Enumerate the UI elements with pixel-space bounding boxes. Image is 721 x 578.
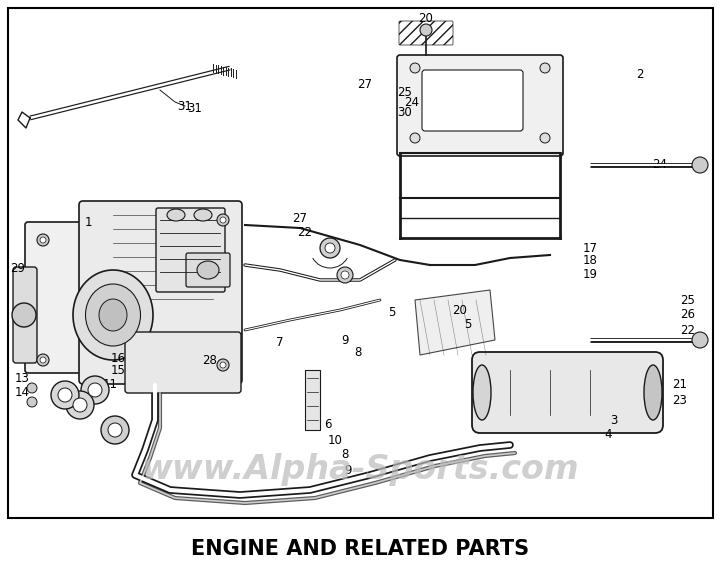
Ellipse shape xyxy=(644,365,662,420)
Ellipse shape xyxy=(167,209,185,221)
Circle shape xyxy=(88,383,102,397)
Text: 26: 26 xyxy=(681,309,696,321)
Circle shape xyxy=(40,357,46,363)
Circle shape xyxy=(220,362,226,368)
Text: 30: 30 xyxy=(397,106,412,120)
Circle shape xyxy=(410,133,420,143)
Text: 20: 20 xyxy=(453,303,467,317)
Text: 15: 15 xyxy=(110,364,125,376)
Text: 4: 4 xyxy=(604,428,611,442)
Ellipse shape xyxy=(473,365,491,420)
FancyBboxPatch shape xyxy=(13,267,37,363)
Circle shape xyxy=(341,271,349,279)
Text: 16: 16 xyxy=(110,351,125,365)
Text: 6: 6 xyxy=(324,418,332,432)
Circle shape xyxy=(58,388,72,402)
Circle shape xyxy=(27,397,37,407)
Text: 8: 8 xyxy=(341,449,349,461)
Text: 21: 21 xyxy=(673,379,688,391)
Text: 31: 31 xyxy=(177,99,193,113)
Circle shape xyxy=(217,214,229,226)
Circle shape xyxy=(66,391,94,419)
Circle shape xyxy=(101,416,129,444)
Text: 3: 3 xyxy=(610,413,618,427)
Circle shape xyxy=(73,398,87,412)
Text: 10: 10 xyxy=(327,434,342,446)
Text: 27: 27 xyxy=(293,212,307,224)
Circle shape xyxy=(337,267,353,283)
Text: 8: 8 xyxy=(354,346,362,358)
Ellipse shape xyxy=(86,284,141,346)
Circle shape xyxy=(37,234,49,246)
Text: 9: 9 xyxy=(341,334,349,346)
Circle shape xyxy=(320,238,340,258)
Text: 5: 5 xyxy=(389,306,396,318)
Circle shape xyxy=(420,24,432,36)
Circle shape xyxy=(81,376,109,404)
Text: 18: 18 xyxy=(583,254,598,268)
Ellipse shape xyxy=(99,299,127,331)
Circle shape xyxy=(540,63,550,73)
Text: 24: 24 xyxy=(404,97,420,109)
Circle shape xyxy=(217,359,229,371)
Text: 13: 13 xyxy=(14,372,30,384)
Polygon shape xyxy=(415,290,495,355)
Text: 17: 17 xyxy=(583,242,598,254)
Circle shape xyxy=(27,383,37,393)
Bar xyxy=(8,8,713,518)
Text: 25: 25 xyxy=(681,294,696,306)
FancyBboxPatch shape xyxy=(79,201,242,384)
Text: 14: 14 xyxy=(14,387,30,399)
Circle shape xyxy=(692,157,708,173)
Circle shape xyxy=(108,423,122,437)
Text: 23: 23 xyxy=(673,394,687,406)
Text: 25: 25 xyxy=(397,87,412,99)
Polygon shape xyxy=(305,370,320,430)
Circle shape xyxy=(410,63,420,73)
Ellipse shape xyxy=(194,209,212,221)
Text: 27: 27 xyxy=(358,79,373,91)
Circle shape xyxy=(220,217,226,223)
FancyBboxPatch shape xyxy=(186,253,230,287)
Ellipse shape xyxy=(197,261,219,279)
Circle shape xyxy=(540,133,550,143)
Text: ENGINE AND RELATED PARTS: ENGINE AND RELATED PARTS xyxy=(191,539,529,559)
Circle shape xyxy=(692,332,708,348)
Text: 1: 1 xyxy=(84,216,92,228)
Circle shape xyxy=(12,303,36,327)
Text: 20: 20 xyxy=(419,12,433,24)
Text: 12: 12 xyxy=(107,424,123,436)
FancyBboxPatch shape xyxy=(472,352,663,433)
Text: 11: 11 xyxy=(102,377,118,391)
FancyBboxPatch shape xyxy=(156,208,225,292)
Text: 2: 2 xyxy=(636,69,644,81)
FancyBboxPatch shape xyxy=(25,222,106,373)
FancyBboxPatch shape xyxy=(422,70,523,131)
Text: 24: 24 xyxy=(653,158,668,172)
Text: 31: 31 xyxy=(187,102,203,114)
Text: 9: 9 xyxy=(344,464,352,476)
Text: 22: 22 xyxy=(298,225,312,239)
Circle shape xyxy=(51,381,79,409)
Circle shape xyxy=(40,237,46,243)
Text: 22: 22 xyxy=(681,324,696,336)
Text: 28: 28 xyxy=(203,354,218,366)
FancyBboxPatch shape xyxy=(125,332,241,393)
Text: 19: 19 xyxy=(583,268,598,280)
Circle shape xyxy=(325,243,335,253)
FancyBboxPatch shape xyxy=(397,55,563,156)
Ellipse shape xyxy=(73,270,153,360)
Text: 7: 7 xyxy=(276,335,284,349)
Text: www.Alpha-Sports.com: www.Alpha-Sports.com xyxy=(141,454,579,487)
Text: 29: 29 xyxy=(11,261,25,275)
Text: 5: 5 xyxy=(464,318,472,332)
Circle shape xyxy=(37,354,49,366)
